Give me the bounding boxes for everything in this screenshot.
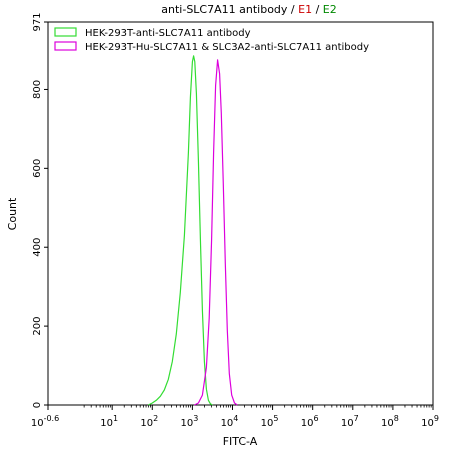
y-tick-label-3: 600 [32, 159, 43, 178]
y-tick-label-0: 0 [32, 402, 43, 408]
chart-title-e2: E2 [323, 3, 337, 16]
chart-title-prefix: anti-SLC7A11 antibody / [161, 3, 298, 16]
series-1-line [194, 59, 238, 406]
chart-title: anti-SLC7A11 antibody / E1 / E2 [161, 3, 336, 16]
x-tick-label-9: 109 [421, 414, 439, 429]
x-tick-label-6: 106 [301, 414, 319, 429]
chart-title-sep: / [312, 3, 323, 16]
series-layer [148, 55, 238, 406]
y-axis-label: Count [6, 197, 19, 230]
y-tick-label-5: 971 [32, 12, 43, 31]
legend: HEK-293T-anti-SLC7A11 antibody HEK-293T-H… [54, 27, 369, 53]
x-axis-label: FITC-A [223, 435, 258, 448]
chart-title-e1: E1 [298, 3, 312, 16]
legend-label-0: HEK-293T-anti-SLC7A11 antibody [85, 28, 251, 39]
legend-label-1: HEK-293T-Hu-SLC7A11 & SLC3A2-anti-SLC7A1… [85, 42, 369, 53]
y-tick-label-1: 200 [32, 317, 43, 336]
x-tick-label-2: 102 [140, 414, 158, 429]
y-tick-label-2: 400 [32, 238, 43, 257]
x-axis: 10-0.6 101 102 103 104 105 106 107 108 109 [31, 405, 439, 429]
x-tick-label-7: 107 [341, 414, 359, 429]
x-tick-label-3: 103 [180, 414, 198, 429]
plot-frame [47, 21, 434, 406]
legend-swatch-0 [54, 27, 77, 37]
y-tick-label-4: 800 [32, 80, 43, 99]
x-tick-label-5: 105 [261, 414, 279, 429]
x-tick-label-1: 101 [100, 414, 118, 429]
y-axis: 0 200 400 600 800 971 [32, 12, 48, 408]
legend-swatch-1 [54, 41, 77, 51]
x-tick-label-4: 104 [221, 414, 239, 429]
x-tick-label-0: 10-0.6 [31, 414, 59, 429]
series-0-line [148, 55, 213, 406]
x-tick-label-8: 108 [381, 414, 399, 429]
